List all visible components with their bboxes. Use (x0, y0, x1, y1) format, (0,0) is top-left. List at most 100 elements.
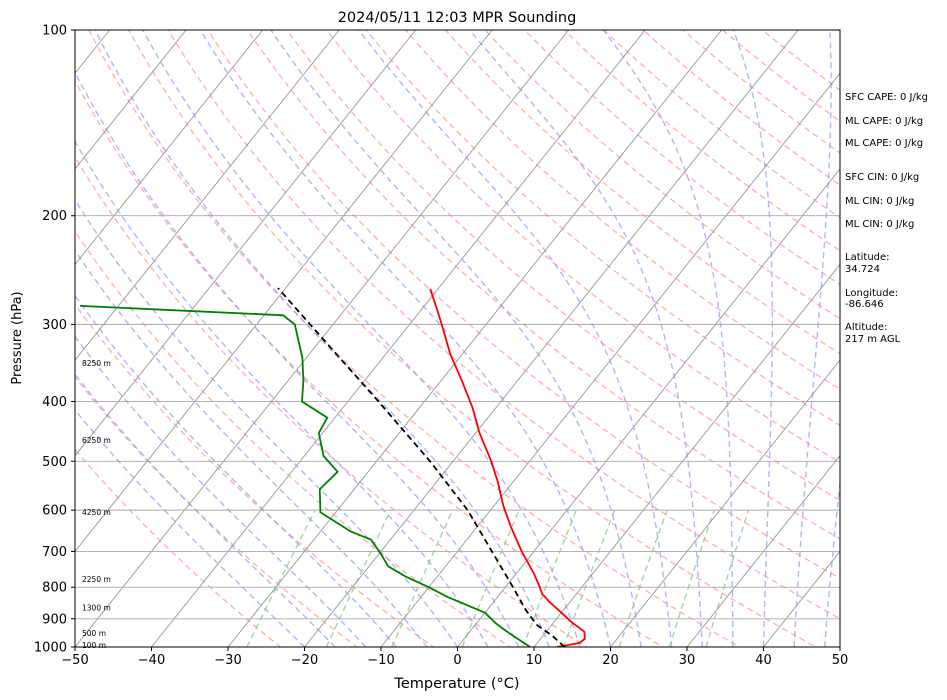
moist-adiabat (602, 30, 734, 647)
latitude-value: 34.724 (845, 264, 880, 275)
mixing-ratio-line (325, 509, 392, 647)
y-tick-label: 600 (42, 504, 67, 519)
dry-adiabat (286, 30, 840, 502)
y-tick-label: 500 (42, 455, 67, 470)
dry-adiabat (75, 79, 665, 647)
dry-adiabat (127, 30, 818, 647)
isotherm (304, 30, 799, 647)
mixing-ratio-line (461, 509, 520, 647)
height-label: 6250 m (82, 436, 111, 445)
height-labels: 100 m 500 m 1300 m 2250 m 4250 m 6250 m 8250 m (82, 359, 111, 650)
x-tick-label: 50 (832, 653, 849, 668)
x-tick-label: 30 (679, 653, 696, 668)
mixing-ratio-line (522, 509, 578, 647)
x-tick-label: 0 (453, 653, 461, 668)
moist-adiabat (75, 70, 520, 647)
dry-adiabat (75, 155, 588, 647)
isotherm (75, 30, 416, 457)
isotherm (75, 30, 187, 170)
isotherm (533, 263, 840, 647)
height-label: 8250 m (82, 359, 111, 368)
moist-adiabat (75, 139, 489, 647)
isotherm (686, 455, 840, 647)
plot-frame (74, 29, 841, 648)
y-tick-label: 200 (42, 209, 67, 224)
y-tick-label: 900 (42, 612, 67, 627)
longitude-label: Longitude: (845, 288, 899, 299)
dry-adiabat (88, 30, 741, 647)
x-tick-label: −20 (291, 653, 318, 668)
moist-adiabat (75, 249, 428, 647)
moist-adiabat (75, 198, 459, 647)
isotherm (75, 30, 493, 553)
altitude-value: 217 m AGL (845, 334, 901, 345)
moist-adiabat (75, 408, 305, 647)
dry-adiabat (325, 30, 840, 464)
moist-adiabat (75, 294, 397, 647)
x-tick-label: 20 (602, 653, 619, 668)
dry-adiabat (444, 30, 840, 355)
y-tick-label: 800 (42, 581, 67, 596)
x-axis-ticks: −50 −40 −30 −20 −10 0 10 20 30 40 50 (61, 647, 848, 668)
series-lines (80, 287, 586, 647)
x-tick-label: 10 (526, 653, 543, 668)
sfc-cin-text: SFC CIN: 0 J/kg (845, 172, 920, 183)
sfc-cape-text: SFC CAPE: 0 J/kg (845, 92, 928, 103)
isotherm (75, 30, 340, 361)
height-label: 4250 m (82, 508, 111, 517)
dry-adiabat (167, 30, 840, 620)
mixing-ratio-line (246, 509, 316, 647)
longitude-value: -86.646 (845, 299, 884, 310)
chart-title: 2024/05/11 12:03 MPR Sounding (338, 10, 577, 26)
background-lines (75, 30, 840, 647)
x-tick-label: −50 (61, 653, 88, 668)
parcel_path-line (277, 287, 566, 647)
ml-cin-text: ML CIN: 0 J/kg (845, 196, 915, 207)
moist-adiabat (75, 335, 367, 647)
isotherm (75, 30, 263, 266)
moist-adiabat (793, 30, 832, 647)
height-label: 2250 m (82, 575, 111, 584)
x-tick-label: −10 (367, 653, 394, 668)
dry-adiabat (404, 30, 840, 390)
ml-cin-text-2: ML CIN: 0 J/kg (845, 219, 915, 230)
moist-adiabat (94, 30, 550, 647)
height-label: 100 m (82, 641, 106, 650)
y-tick-label: 400 (42, 395, 67, 410)
y-axis-label: Pressure (hPa) (10, 291, 25, 384)
dry-adiabat (75, 448, 282, 647)
y-tick-label: 1000 (34, 641, 67, 656)
y-axis-ticks: 1000 900 800 700 600 500 400 300 200 100 (34, 24, 75, 656)
isotherm (380, 72, 840, 647)
x-tick-label: −30 (214, 653, 241, 668)
moist-adiabat (270, 30, 642, 647)
moist-adiabat (468, 30, 703, 647)
temperature-line (429, 288, 586, 647)
moist-adiabat (75, 373, 336, 647)
ml-cape-text: ML CAPE: 0 J/kg (845, 116, 924, 127)
x-tick-label: 40 (755, 653, 772, 668)
height-label: 500 m (82, 629, 106, 638)
x-tick-label: −40 (138, 653, 165, 668)
dry-adiabat (246, 30, 840, 540)
isotherm (457, 168, 840, 647)
x-axis-label: Temperature (°C) (393, 676, 519, 692)
y-tick-label: 300 (42, 318, 67, 333)
latitude-label: Latitude: (845, 252, 890, 263)
dry-adiabat (75, 230, 512, 647)
dry-adiabat (75, 303, 435, 647)
isotherm (151, 30, 646, 647)
dry-adiabat (206, 30, 840, 580)
dewpoint-line (80, 305, 531, 647)
moist-adiabat (142, 30, 581, 647)
moist-adiabat (199, 30, 612, 647)
y-tick-label: 700 (42, 545, 67, 560)
isotherm (610, 359, 840, 647)
moist-adiabat (732, 30, 773, 647)
y-tick-label: 100 (42, 24, 67, 39)
ml-cape-text-2: ML CAPE: 0 J/kg (845, 138, 924, 149)
isotherm (227, 30, 722, 647)
height-label: 1300 m (82, 604, 111, 613)
altitude-label: Altitude: (845, 322, 888, 333)
